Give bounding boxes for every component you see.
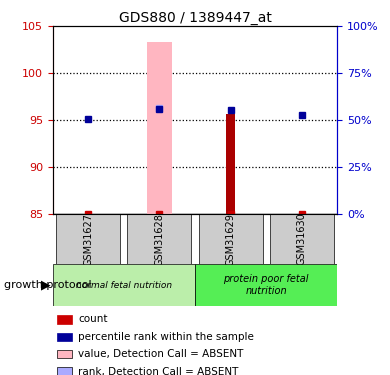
Text: count: count [78, 315, 108, 324]
Bar [57, 368, 72, 375]
Text: GSM31628: GSM31628 [154, 213, 165, 266]
Text: GSM31627: GSM31627 [83, 213, 93, 266]
Text: GSM31629: GSM31629 [225, 213, 236, 266]
Bar [128, 214, 191, 264]
Text: value, Detection Call = ABSENT: value, Detection Call = ABSENT [78, 349, 243, 359]
Bar [57, 333, 72, 341]
Text: normal fetal nutrition: normal fetal nutrition [76, 280, 172, 290]
Text: protein poor fetal
nutrition: protein poor fetal nutrition [223, 274, 309, 296]
Bar [226, 114, 235, 214]
Bar [195, 264, 337, 306]
Title: GDS880 / 1389447_at: GDS880 / 1389447_at [119, 11, 271, 25]
Text: ▶: ▶ [41, 279, 50, 291]
Bar [53, 264, 195, 306]
Text: rank, Detection Call = ABSENT: rank, Detection Call = ABSENT [78, 366, 238, 375]
Bar [57, 350, 72, 358]
Text: percentile rank within the sample: percentile rank within the sample [78, 332, 254, 342]
Bar [57, 315, 72, 324]
Text: growth protocol: growth protocol [4, 280, 92, 290]
Text: GSM31630: GSM31630 [297, 213, 307, 266]
Bar [270, 214, 334, 264]
Bar [199, 214, 262, 264]
Bar [56, 214, 120, 264]
Bar [147, 42, 172, 214]
